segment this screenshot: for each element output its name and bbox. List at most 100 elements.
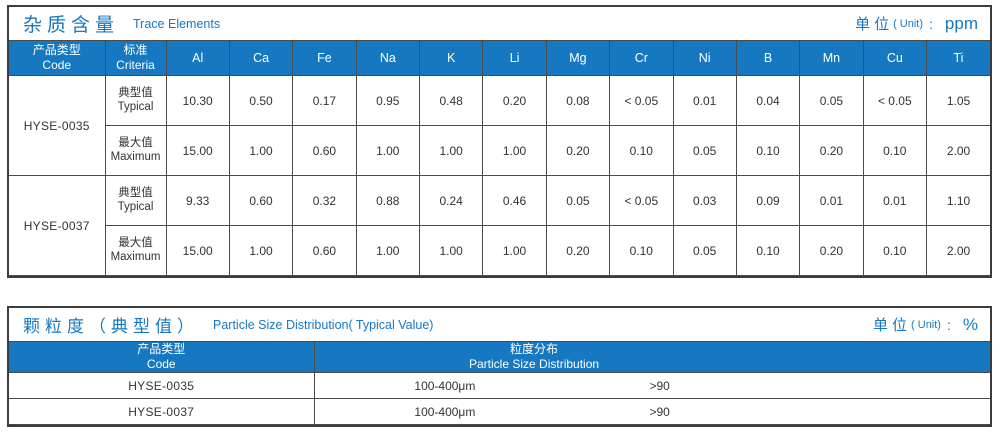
particle-size-section: 颗粒度（典型值） Particle Size Distribution( Typ… — [7, 306, 992, 427]
criteria-cell: 典型值 Typical — [104, 175, 167, 226]
value-cell: 0.05 — [672, 125, 737, 176]
value-cell: 0.20 — [545, 225, 611, 276]
value-cell: 0.10 — [735, 225, 801, 276]
value-cell: 0.09 — [735, 175, 801, 226]
value-cell: 0.03 — [672, 175, 737, 226]
value-cell: 0.10 — [609, 225, 674, 276]
col-header-code: 产品类型 Code — [9, 40, 106, 76]
criteria-en: Maximum — [110, 250, 161, 263]
value-cell: 0.95 — [355, 75, 421, 126]
value-cell: 1.10 — [926, 175, 990, 226]
unit-paren: ( Unit) — [911, 319, 941, 331]
criteria-zh: 典型值 — [118, 86, 153, 99]
value-cell: < 0.05 — [609, 175, 674, 226]
value-cell: 0.01 — [862, 175, 928, 226]
col-header-element-fe: Fe — [292, 40, 357, 76]
value-cell: 1.05 — [926, 75, 990, 126]
value-cell: 0.32 — [292, 175, 357, 226]
section-title-zh: 杂质含量 — [23, 15, 120, 36]
section-title-en: Trace Elements — [133, 16, 221, 31]
col-header-element-b: B — [735, 40, 801, 76]
col-header-criteria-zh: 标准 — [123, 43, 148, 57]
value-cell: 2.00 — [926, 125, 990, 176]
criteria-zh: 典型值 — [118, 186, 153, 199]
value-cell: 1.00 — [482, 125, 547, 176]
col-header-code: 产品类型 Code — [9, 341, 315, 373]
value-cell: 0.24 — [418, 175, 484, 226]
value-cell: 1.00 — [355, 125, 421, 176]
value-cell: 0.10 — [862, 225, 928, 276]
value-cell: 0.10 — [862, 125, 928, 176]
product-code: HYSE-0035 — [9, 75, 106, 176]
criteria-zh: 最大值 — [118, 236, 153, 249]
value-cell: 1.00 — [355, 225, 421, 276]
value-cell: 0.20 — [482, 75, 547, 126]
col-header-criteria-en: Criteria — [116, 58, 155, 72]
value-cell: 0.88 — [355, 175, 421, 226]
value-cell: 0.05 — [672, 225, 737, 276]
product-code: HYSE-0035 — [9, 372, 315, 399]
value-cell: 0.08 — [545, 75, 611, 126]
table-row: HYSE-0035 100-400μm >90 — [9, 372, 990, 399]
value-cell: 15.00 — [165, 225, 230, 276]
table-header-row: 产品类型 Code 粒度分布 Particle Size Distributio… — [9, 341, 990, 373]
table-row: 最大值 Maximum 15.00 1.00 0.60 1.00 1.00 1.… — [9, 125, 990, 176]
value-cell: 1.00 — [418, 225, 484, 276]
size-percentage: >90 — [649, 404, 670, 419]
unit-indicator: 单位 ( Unit) : % — [873, 314, 982, 335]
unit-value: ppm — [944, 13, 978, 33]
unit-label: 单位 — [855, 16, 894, 33]
value-cell: 0.48 — [418, 75, 484, 126]
distribution-cell: 100-400μm >90 — [313, 398, 990, 425]
product-code: HYSE-0037 — [9, 398, 315, 425]
unit-indicator: 单位 ( Unit) : ppm — [855, 13, 982, 34]
col-header-element-cu: Cu — [862, 40, 928, 76]
trace-elements-section: 杂质含量 Trace Elements 单位 ( Unit) : ppm 产品类… — [7, 5, 992, 278]
unit-paren: ( Unit) — [893, 18, 924, 30]
col-header-element-ti: Ti — [926, 40, 990, 76]
value-cell: 0.46 — [482, 175, 547, 226]
col-header-element-mg: Mg — [545, 40, 611, 76]
value-cell: 0.60 — [292, 125, 357, 176]
value-cell: 0.60 — [292, 225, 357, 276]
particle-size-table: 产品类型 Code 粒度分布 Particle Size Distributio… — [9, 341, 990, 425]
product-code: HYSE-0037 — [9, 175, 106, 276]
col-header-code-zh: 产品类型 — [137, 342, 186, 357]
criteria-zh: 最大值 — [118, 136, 153, 149]
particle-size-titlebar: 颗粒度（典型值） Particle Size Distribution( Typ… — [9, 308, 990, 341]
col-header-element-al: Al — [165, 40, 230, 76]
value-cell: 10.30 — [165, 75, 230, 126]
value-cell: 0.01 — [672, 75, 737, 126]
col-header-element-ca: Ca — [228, 40, 294, 76]
value-cell: 1.00 — [418, 125, 484, 176]
value-cell: 0.10 — [609, 125, 674, 176]
section-title-en: Particle Size Distribution( Typical Valu… — [213, 317, 434, 332]
criteria-cell: 典型值 Typical — [104, 75, 167, 126]
value-cell: 9.33 — [165, 175, 230, 226]
criteria-cell: 最大值 Maximum — [105, 125, 167, 176]
criteria-en: Maximum — [110, 150, 161, 163]
col-header-element-k: K — [418, 40, 484, 76]
value-cell: 0.60 — [228, 175, 294, 226]
value-cell: 1.00 — [482, 225, 547, 276]
table-header-row: 产品类型 Code 标准 Criteria Al Ca Fe Na K Li M… — [9, 40, 990, 76]
value-cell: 0.20 — [799, 125, 864, 176]
col-header-code-en: Code — [146, 357, 176, 371]
table-row: HYSE-0037 典型值 Typical 9.33 0.60 0.32 0.8… — [9, 175, 990, 276]
value-cell: 0.50 — [228, 75, 294, 126]
col-header-element-li: Li — [482, 40, 547, 76]
unit-colon: : — [929, 15, 933, 32]
unit-value: % — [962, 314, 978, 334]
col-header-element-na: Na — [355, 40, 421, 76]
section-title-zh: 颗粒度（典型值） — [23, 317, 199, 336]
col-header-distribution-zh: 粒度分布 — [510, 342, 559, 357]
value-cell: 1.00 — [228, 225, 294, 276]
col-header-code-zh: 产品类型 — [32, 43, 81, 57]
value-cell: 2.00 — [926, 225, 990, 276]
value-cell: 1.00 — [228, 125, 294, 176]
col-header-criteria: 标准 Criteria — [104, 40, 167, 76]
unit-colon: : — [946, 316, 951, 333]
value-cell: 15.00 — [165, 125, 230, 176]
value-cell: < 0.05 — [862, 75, 928, 126]
trace-elements-titlebar: 杂质含量 Trace Elements 单位 ( Unit) : ppm — [9, 7, 990, 40]
